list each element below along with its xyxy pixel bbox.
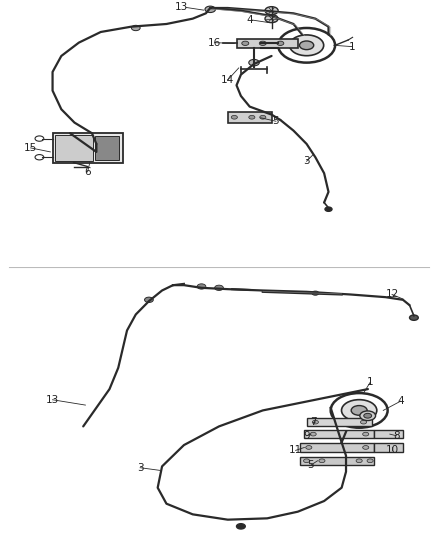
- Circle shape: [310, 432, 316, 436]
- Text: 6: 6: [84, 167, 91, 177]
- Circle shape: [319, 459, 325, 463]
- Circle shape: [312, 291, 319, 295]
- Text: 10: 10: [385, 446, 399, 455]
- Text: 12: 12: [385, 289, 399, 300]
- FancyBboxPatch shape: [237, 39, 298, 48]
- Circle shape: [367, 459, 373, 463]
- Circle shape: [145, 297, 153, 303]
- Circle shape: [265, 15, 278, 22]
- Text: 7: 7: [310, 417, 317, 427]
- Circle shape: [215, 285, 223, 290]
- Circle shape: [364, 414, 371, 418]
- Circle shape: [277, 41, 284, 45]
- Circle shape: [312, 420, 318, 424]
- Circle shape: [197, 284, 206, 289]
- Text: 3: 3: [137, 463, 144, 473]
- FancyBboxPatch shape: [53, 133, 123, 163]
- FancyBboxPatch shape: [55, 134, 93, 161]
- Circle shape: [363, 446, 369, 449]
- Circle shape: [300, 41, 314, 50]
- Circle shape: [360, 411, 375, 421]
- Text: 5: 5: [307, 460, 314, 470]
- Circle shape: [265, 7, 278, 14]
- Text: 13: 13: [175, 3, 188, 12]
- Text: 15: 15: [24, 143, 37, 153]
- FancyBboxPatch shape: [95, 136, 119, 160]
- Text: 14: 14: [221, 75, 234, 85]
- Text: 5: 5: [272, 116, 279, 126]
- Text: 1: 1: [367, 377, 374, 387]
- Circle shape: [325, 207, 332, 211]
- Circle shape: [360, 420, 367, 424]
- Circle shape: [351, 406, 367, 415]
- Circle shape: [304, 459, 310, 463]
- Circle shape: [306, 446, 312, 449]
- Circle shape: [356, 459, 362, 463]
- Text: 16: 16: [208, 38, 221, 47]
- FancyBboxPatch shape: [300, 456, 374, 465]
- Circle shape: [342, 400, 377, 421]
- Text: 9: 9: [303, 431, 310, 441]
- FancyBboxPatch shape: [374, 430, 403, 438]
- Circle shape: [363, 432, 369, 436]
- Text: 8: 8: [393, 431, 400, 441]
- Circle shape: [260, 115, 266, 119]
- Circle shape: [231, 115, 237, 119]
- Circle shape: [205, 6, 215, 12]
- FancyBboxPatch shape: [228, 112, 272, 123]
- Circle shape: [237, 523, 245, 529]
- Circle shape: [259, 41, 266, 45]
- Circle shape: [249, 115, 255, 119]
- Text: 1: 1: [349, 42, 356, 52]
- Text: 11: 11: [289, 446, 302, 455]
- Circle shape: [131, 25, 140, 31]
- FancyBboxPatch shape: [374, 443, 403, 452]
- Circle shape: [242, 41, 249, 45]
- Text: 13: 13: [46, 395, 59, 405]
- Text: 3: 3: [303, 156, 310, 166]
- Text: 4: 4: [246, 15, 253, 25]
- Text: 4: 4: [397, 396, 404, 406]
- Circle shape: [290, 35, 324, 56]
- FancyBboxPatch shape: [300, 443, 374, 452]
- Circle shape: [410, 315, 418, 320]
- FancyBboxPatch shape: [304, 430, 374, 438]
- Circle shape: [249, 59, 259, 66]
- FancyBboxPatch shape: [307, 418, 372, 426]
